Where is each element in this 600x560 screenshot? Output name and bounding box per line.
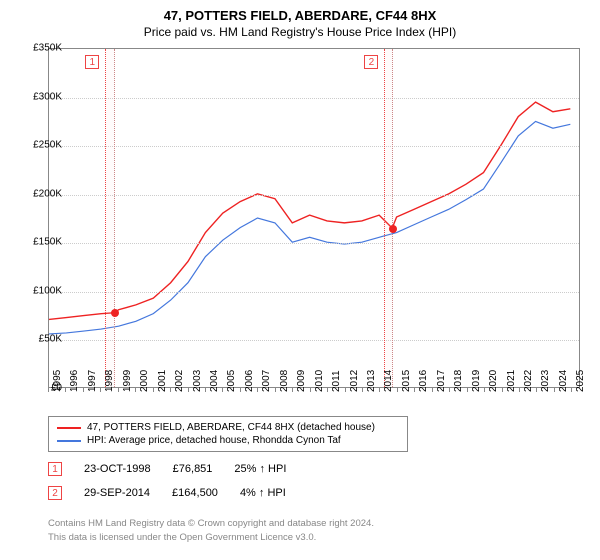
sale-badge: 1 bbox=[48, 462, 62, 476]
legend-item: 47, POTTERS FIELD, ABERDARE, CF44 8HX (d… bbox=[57, 421, 399, 434]
y-axis-label: £50K bbox=[39, 334, 62, 345]
sale-delta: 4% ↑ HPI bbox=[240, 487, 286, 499]
x-axis-label: 1999 bbox=[122, 370, 133, 392]
x-axis-label: 2010 bbox=[314, 370, 325, 392]
x-axis-label: 2018 bbox=[453, 370, 464, 392]
x-axis-label: 2024 bbox=[558, 370, 569, 392]
legend-label: HPI: Average price, detached house, Rhon… bbox=[87, 435, 341, 446]
x-axis-label: 2019 bbox=[471, 370, 482, 392]
page-subtitle: Price paid vs. HM Land Registry's House … bbox=[0, 25, 600, 39]
sale-dot bbox=[389, 225, 397, 233]
x-axis-label: 1996 bbox=[69, 370, 80, 392]
page-title: 47, POTTERS FIELD, ABERDARE, CF44 8HX bbox=[0, 8, 600, 23]
x-axis-label: 2002 bbox=[174, 370, 185, 392]
legend-item: HPI: Average price, detached house, Rhon… bbox=[57, 434, 399, 447]
sale-dot bbox=[111, 309, 119, 317]
y-axis-label: £100K bbox=[33, 285, 62, 296]
chart-marker-badge: 1 bbox=[85, 55, 99, 69]
footer-copyright: Contains HM Land Registry data © Crown c… bbox=[48, 518, 374, 529]
series-line bbox=[49, 121, 570, 333]
legend: 47, POTTERS FIELD, ABERDARE, CF44 8HX (d… bbox=[48, 416, 408, 452]
legend-label: 47, POTTERS FIELD, ABERDARE, CF44 8HX (d… bbox=[87, 422, 375, 433]
y-axis-label: £300K bbox=[33, 91, 62, 102]
sale-badge: 2 bbox=[48, 486, 62, 500]
chart-lines bbox=[49, 49, 579, 387]
y-axis-label: £200K bbox=[33, 188, 62, 199]
x-axis-label: 2004 bbox=[209, 370, 220, 392]
x-axis-label: 1997 bbox=[87, 370, 98, 392]
sale-price: £76,851 bbox=[173, 463, 213, 475]
x-axis-label: 2020 bbox=[488, 370, 499, 392]
x-axis-label: 2021 bbox=[506, 370, 517, 392]
chart-marker-badge: 2 bbox=[364, 55, 378, 69]
sale-row: 1 23-OCT-1998 £76,851 25% ↑ HPI bbox=[48, 462, 286, 476]
x-axis-label: 2009 bbox=[296, 370, 307, 392]
x-axis-label: 2014 bbox=[383, 370, 394, 392]
x-axis-label: 2025 bbox=[575, 370, 586, 392]
sale-date: 29-SEP-2014 bbox=[84, 487, 150, 499]
x-axis-label: 2005 bbox=[226, 370, 237, 392]
x-axis-label: 2006 bbox=[244, 370, 255, 392]
series-line bbox=[49, 102, 570, 319]
sale-date: 23-OCT-1998 bbox=[84, 463, 151, 475]
x-axis-label: 2008 bbox=[279, 370, 290, 392]
sale-delta: 25% ↑ HPI bbox=[234, 463, 286, 475]
x-axis-label: 2017 bbox=[436, 370, 447, 392]
x-axis-label: 2016 bbox=[418, 370, 429, 392]
x-axis-label: 2022 bbox=[523, 370, 534, 392]
x-axis-label: 2003 bbox=[192, 370, 203, 392]
x-axis-label: 2013 bbox=[366, 370, 377, 392]
x-axis-label: 2023 bbox=[540, 370, 551, 392]
x-axis-label: 1998 bbox=[104, 370, 115, 392]
sale-row: 2 29-SEP-2014 £164,500 4% ↑ HPI bbox=[48, 486, 286, 500]
x-axis-label: 2015 bbox=[401, 370, 412, 392]
y-axis-label: £250K bbox=[33, 140, 62, 151]
legend-swatch bbox=[57, 427, 81, 429]
x-axis-label: 2001 bbox=[157, 370, 168, 392]
x-axis-label: 2007 bbox=[261, 370, 272, 392]
y-axis-label: £350K bbox=[33, 43, 62, 54]
price-chart: 12 bbox=[48, 48, 580, 388]
footer-license: This data is licensed under the Open Gov… bbox=[48, 532, 316, 543]
x-axis-label: 2011 bbox=[331, 370, 342, 392]
sale-price: £164,500 bbox=[172, 487, 218, 499]
legend-swatch bbox=[57, 440, 81, 442]
y-axis-label: £150K bbox=[33, 237, 62, 248]
x-axis-label: 1995 bbox=[52, 370, 63, 392]
x-axis-label: 2000 bbox=[139, 370, 150, 392]
x-axis-label: 2012 bbox=[349, 370, 360, 392]
